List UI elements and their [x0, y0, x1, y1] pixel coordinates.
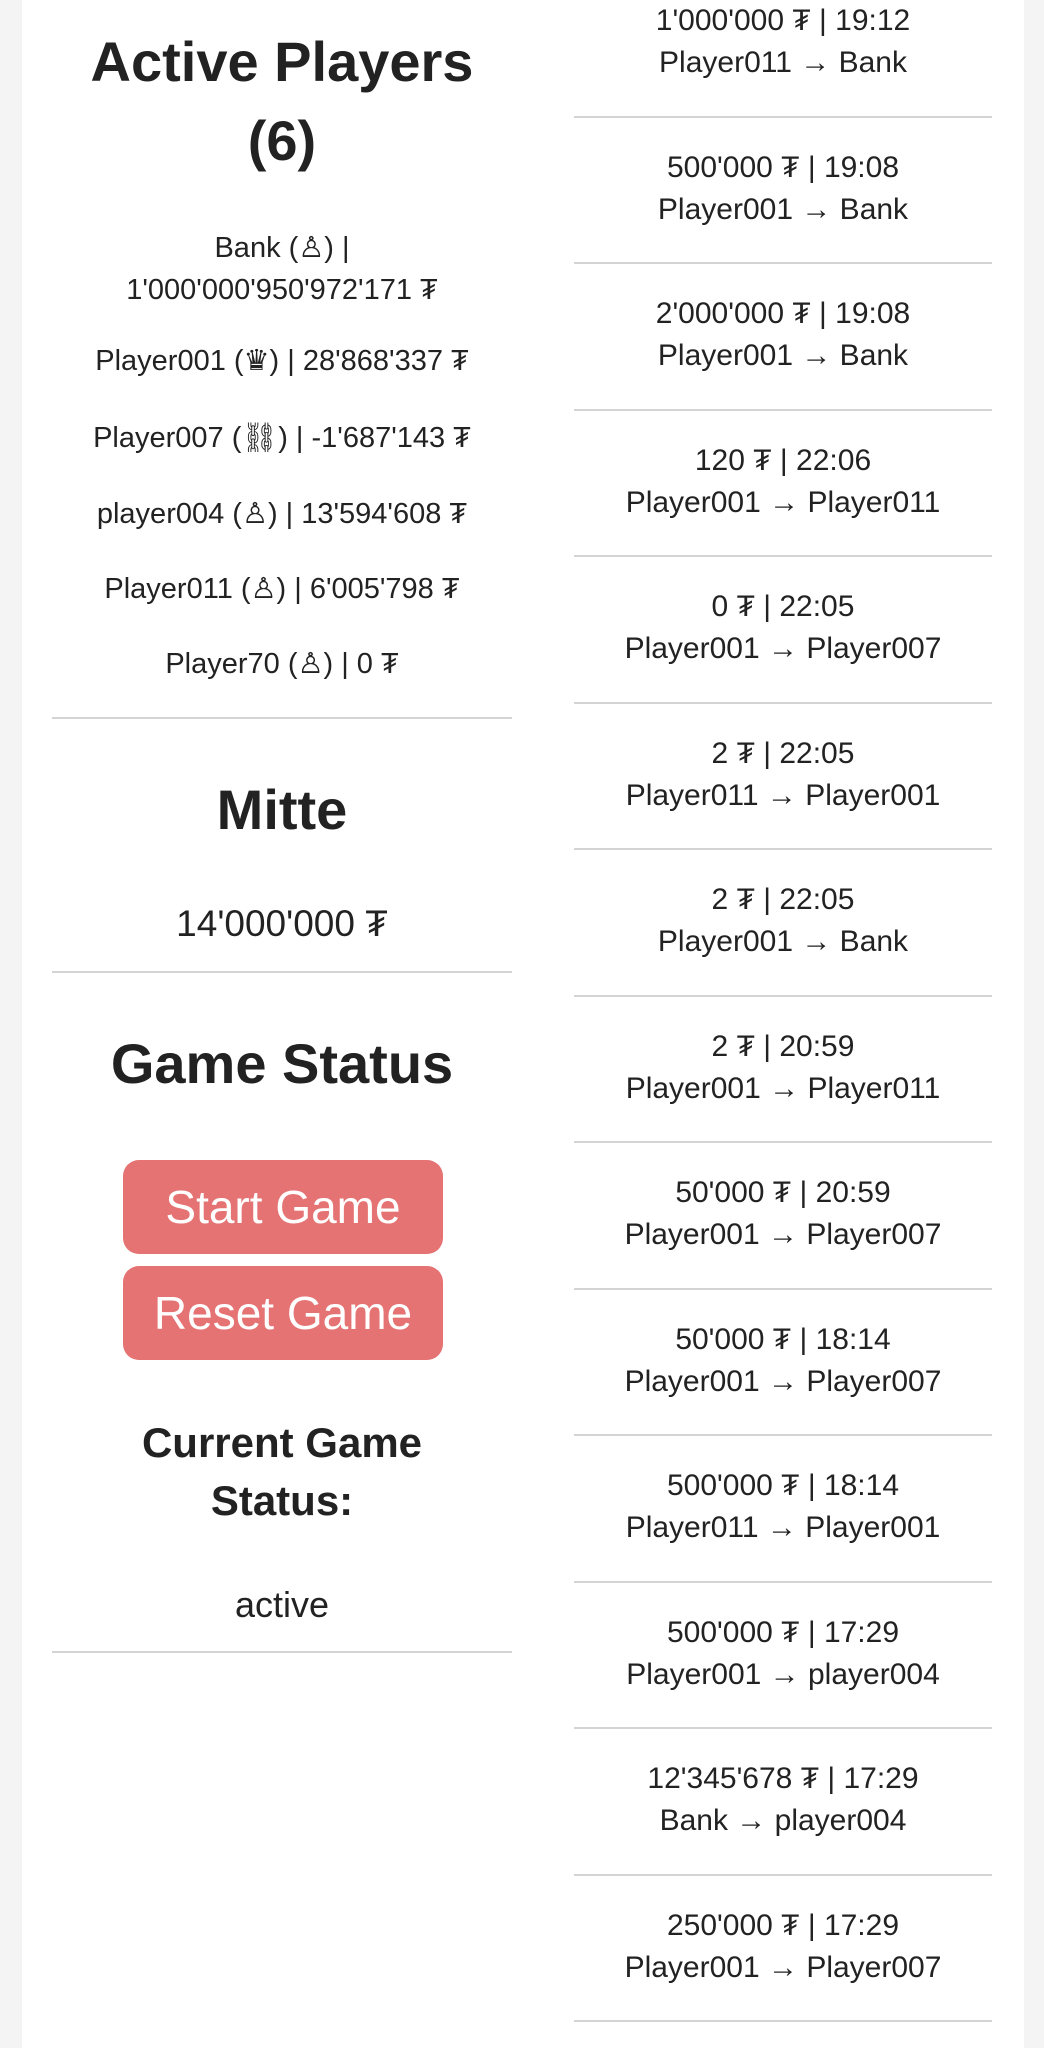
transaction-amount-time: 0 ₮ | 22:05	[711, 590, 855, 624]
player-row: Player007 (⛓) | -1'687'143 ₮	[93, 422, 471, 454]
divider	[574, 555, 992, 557]
transaction-route: Player011 → Bank	[659, 46, 907, 80]
transaction-amount-time: 2 ₮ | 20:59	[711, 1029, 855, 1063]
divider	[574, 262, 992, 264]
transaction-amount-time: 500'000 ₮ | 18:14	[666, 1469, 900, 1503]
transaction-amount-time: 500'000 ₮ | 19:08	[666, 150, 900, 184]
transaction-route: Bank → player004	[659, 1804, 907, 1838]
active-players-count: (6)	[247, 109, 317, 172]
transaction-amount-time: 2'000'000 ₮ | 19:08	[655, 297, 911, 331]
transaction-item: 2'000'000 ₮ | 19:08 Player001 → Bank	[574, 264, 992, 411]
transaction-item: 1'000'000 ₮ | 19:12 Player011 → Bank	[574, 0, 992, 118]
transaction-item: 120 ₮ | 22:06 Player001 → Player011	[574, 411, 992, 557]
divider	[574, 115, 992, 118]
mitte-amount: 14'000'000 ₮	[176, 903, 388, 944]
transaction-route: Player001 → Bank	[657, 925, 909, 959]
transaction-amount-time: 12'345'678 ₮ | 17:29	[647, 1762, 919, 1796]
mitte-title: Mitte	[216, 778, 348, 841]
transaction-amount-time: 50'000 ₮ | 20:59	[675, 1176, 891, 1210]
transaction-route: Player001 → Player011	[625, 1071, 941, 1105]
transaction-item: 500'000 ₮ | 18:14 Player011 → Player001	[574, 1436, 992, 1583]
main-card	[22, 0, 1024, 2048]
divider	[52, 971, 512, 973]
divider	[52, 717, 512, 719]
divider	[574, 408, 992, 411]
player-row: player004 (♙) | 13'594'608 ₮	[96, 498, 468, 530]
current-status-label-2: Status:	[210, 1477, 354, 1524]
current-status-label: Current Game	[141, 1419, 423, 1466]
transaction-item: 50'000 ₮ | 20:59 Player001 → Player007	[574, 1143, 992, 1290]
transaction-route: Player001 → Player007	[624, 1364, 942, 1398]
transaction-item: 500'000 ₮ | 17:29 Player001 → player004	[574, 1583, 992, 1729]
transaction-item: 0 ₮ | 22:05 Player001 → Player007	[574, 557, 992, 704]
divider	[52, 1651, 512, 1653]
transaction-route: Player011 → Player001	[625, 1511, 941, 1545]
transaction-item: 50'000 ₮ | 18:14 Player001 → Player007	[574, 1290, 992, 1436]
transaction-amount-time: 2 ₮ | 22:05	[711, 736, 855, 770]
divider	[574, 701, 992, 704]
transaction-item: 2 ₮ | 22:05 Player011 → Player001	[574, 704, 992, 850]
transaction-item: 250'000 ₮ | 17:29 Player001 → Player007	[574, 1876, 992, 2022]
player-row: Player001 (♛) | 28'868'337 ₮	[95, 345, 469, 377]
transaction-route: Player001 → Player011	[625, 485, 941, 519]
divider	[574, 1727, 992, 1729]
transaction-item: 2 ₮ | 20:59 Player001 → Player011	[574, 997, 992, 1143]
start-game-button[interactable]: Start Game	[123, 1160, 443, 1254]
player-row: Player70 (♙) | 0 ₮	[165, 648, 399, 680]
transaction-amount-time: 250'000 ₮ | 17:29	[666, 1908, 900, 1942]
player-text: Bank (♙) |	[214, 232, 350, 264]
player-balance: 1'000'000'950'972'171 ₮	[126, 274, 438, 306]
active-players-title: Active Players	[90, 30, 474, 93]
transaction-item: 500'000 ₮ | 19:08 Player001 → Bank	[574, 118, 992, 264]
divider	[574, 2020, 992, 2022]
game-status-title: Game Status	[110, 1032, 454, 1095]
divider	[574, 1141, 992, 1143]
transaction-item: 12'345'678 ₮ | 17:29 Bank → player004	[574, 1729, 992, 1876]
current-status-value: active	[234, 1584, 330, 1625]
transaction-route: Player001 → Player007	[624, 1950, 942, 1984]
transaction-amount-time: 120 ₮ | 22:06	[694, 443, 872, 477]
transaction-amount-time: 1'000'000 ₮ | 19:12	[655, 4, 911, 38]
divider	[574, 1434, 992, 1436]
divider	[574, 848, 992, 850]
transaction-amount-time: 2 ₮ | 22:05	[711, 883, 855, 917]
player-row-bank: Bank (♙) | 1'000'000'950'972'171 ₮	[52, 227, 512, 311]
transaction-amount-time: 50'000 ₮ | 18:14	[675, 1322, 891, 1356]
transaction-item: 2 ₮ | 22:05 Player001 → Bank	[574, 850, 992, 997]
transaction-route: Player001 → Player007	[624, 632, 942, 666]
transaction-route: Player011 → Player001	[625, 778, 941, 812]
transaction-route: Player001 → Player007	[624, 1218, 942, 1252]
transaction-route: Player001 → Bank	[657, 339, 909, 373]
transaction-amount-time: 500'000 ₮ | 17:29	[666, 1615, 900, 1649]
divider	[574, 1580, 992, 1583]
transaction-route: Player001 → player004	[626, 1657, 940, 1691]
divider	[574, 1873, 992, 1876]
divider	[574, 1287, 992, 1290]
player-row: Player011 (♙) | 6'005'798 ₮	[104, 573, 460, 605]
reset-game-button[interactable]: Reset Game	[123, 1266, 443, 1360]
transaction-route: Player001 → Bank	[657, 192, 909, 226]
divider	[574, 994, 992, 997]
